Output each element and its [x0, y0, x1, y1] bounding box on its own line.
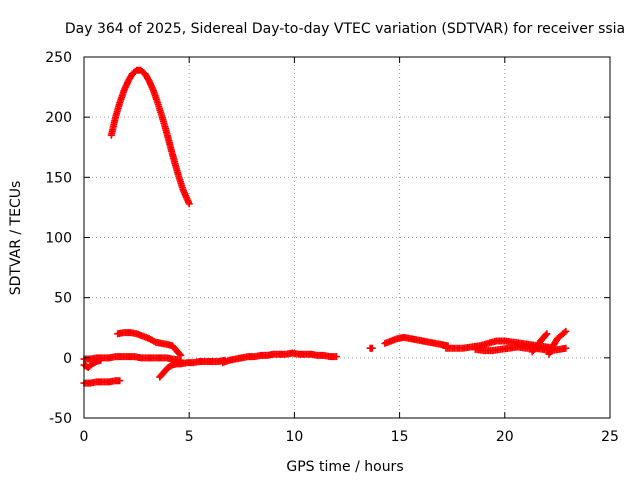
- data-point-marker: [560, 329, 568, 337]
- x-tick-label: 5: [185, 429, 194, 445]
- data-point-marker: [368, 344, 376, 352]
- x-axis-label: GPS time / hours: [286, 459, 403, 475]
- x-tick-label: 20: [496, 429, 514, 445]
- chart-title: Day 364 of 2025, Sidereal Day-to-day VTE…: [65, 21, 625, 37]
- data-layer: [80, 66, 570, 387]
- data-point-marker: [97, 356, 105, 364]
- y-tick-label: -50: [49, 411, 72, 427]
- data-point-marker: [332, 353, 340, 361]
- x-tick-label: 10: [285, 429, 303, 445]
- data-point-marker: [177, 351, 185, 359]
- x-tick-label: 25: [601, 429, 619, 445]
- y-tick-label: 100: [45, 231, 72, 247]
- data-point-marker: [543, 330, 551, 338]
- y-axis-label: SDTVAR / TECUs: [8, 181, 24, 296]
- y-tick-label: 250: [45, 50, 72, 66]
- y-tick-label: 50: [54, 291, 72, 307]
- data-point-marker: [542, 331, 550, 339]
- axis-ticks: 0 5 10 15 20 25 -50 0 50 100 150 200 250: [45, 50, 619, 445]
- data-point-marker: [116, 377, 124, 385]
- data-point-marker: [562, 327, 570, 335]
- y-tick-label: 200: [45, 110, 72, 126]
- x-tick-label: 0: [80, 429, 89, 445]
- data-point-marker: [176, 350, 184, 358]
- grid: [84, 57, 610, 418]
- data-point-marker: [185, 200, 193, 208]
- y-tick-label: 0: [63, 351, 72, 367]
- x-tick-label: 15: [391, 429, 409, 445]
- data-point-marker: [562, 344, 570, 352]
- y-tick-label: 150: [45, 170, 72, 186]
